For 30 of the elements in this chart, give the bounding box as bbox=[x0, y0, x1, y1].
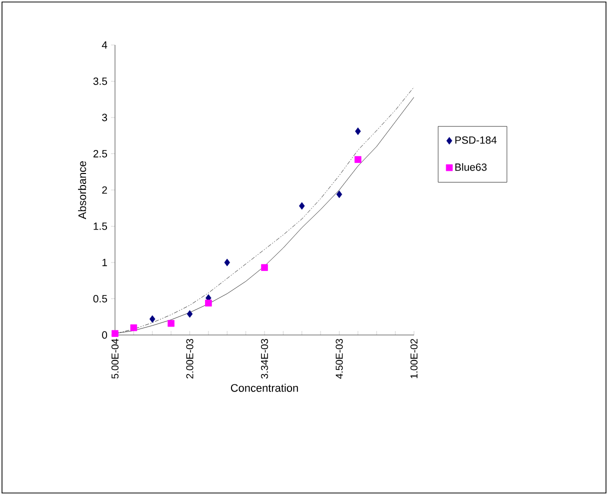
y-tick-label: 0.5 bbox=[93, 295, 108, 302]
y-tick-label: 1 bbox=[102, 258, 107, 266]
x-tick-label: 4.50E-03 bbox=[336, 338, 343, 379]
y-tick-label: 1.5 bbox=[94, 222, 108, 230]
point bbox=[224, 258, 230, 266]
y-axis-title: Absorbance bbox=[78, 161, 86, 220]
x-tick-label: 2.00E-03 bbox=[186, 338, 194, 378]
y-tick-label: 2 bbox=[102, 186, 107, 194]
x-tick-label: 1.00E-02 bbox=[410, 339, 418, 378]
point bbox=[261, 264, 268, 271]
point bbox=[186, 310, 193, 318]
x-axis-title: Concentration bbox=[230, 384, 298, 392]
point bbox=[112, 330, 118, 337]
y-tick-label: 3.5 bbox=[93, 78, 108, 85]
point bbox=[298, 202, 305, 210]
y-tick-label: 3 bbox=[102, 114, 108, 122]
point bbox=[130, 324, 138, 332]
point bbox=[168, 320, 174, 327]
legend-label: PSD-184 bbox=[455, 136, 497, 144]
y-tick-label: 0 bbox=[102, 331, 108, 339]
y-tick-label: 4 bbox=[102, 41, 108, 49]
x-tick-label: 3.34E-03 bbox=[260, 338, 268, 379]
point bbox=[336, 190, 342, 198]
y-tick-label: 2.5 bbox=[93, 150, 108, 158]
point bbox=[149, 315, 156, 323]
x-tick-label: 5.00E-04 bbox=[111, 338, 119, 379]
point bbox=[205, 300, 212, 306]
point bbox=[354, 156, 362, 163]
point bbox=[355, 127, 361, 136]
legend-label: Blue63 bbox=[455, 163, 487, 171]
